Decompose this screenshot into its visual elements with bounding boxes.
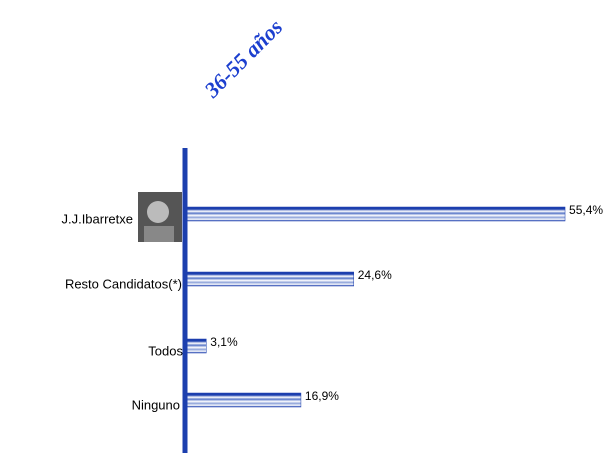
value-label: 3,1% [210, 335, 238, 349]
bar [184, 392, 302, 408]
value-label: 55,4% [569, 203, 603, 217]
bar [184, 271, 355, 287]
chart-title: 36-55 años [198, 14, 287, 103]
candidate-photo-face [147, 201, 169, 223]
y-tick-label: J.J.Ibarretxe [61, 211, 133, 226]
y-tick-label: Ninguno [132, 397, 180, 412]
y-tick-label: Todos [148, 343, 183, 358]
value-label: 24,6% [358, 268, 392, 282]
bar [184, 338, 207, 354]
bar [184, 206, 566, 222]
candidate-photo-body [144, 226, 174, 242]
value-label: 16,9% [305, 389, 339, 403]
y-tick-label: Resto Candidatos(*) [65, 276, 182, 291]
